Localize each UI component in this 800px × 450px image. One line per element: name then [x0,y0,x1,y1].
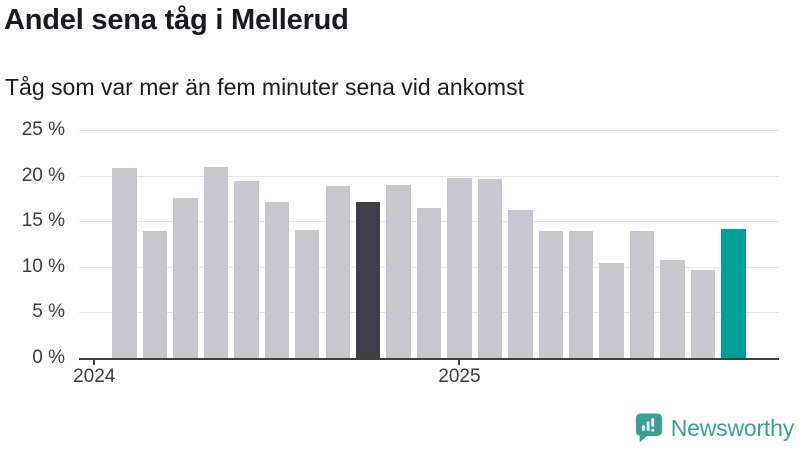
bar-slot [566,130,596,358]
bar [234,181,259,358]
bar [264,202,290,358]
bar-slot [170,130,200,358]
x-axis-line [79,357,779,360]
bar [477,179,503,358]
x-axis-tick [93,359,96,365]
bar-slot [505,130,535,358]
x-axis-tick [458,359,461,365]
bar [325,185,350,358]
y-axis-label: 15 % [21,210,65,232]
bar-slot [688,130,718,358]
bar-slot [323,130,353,358]
bar [690,269,716,358]
bar-slot [231,130,261,358]
chart-subtitle: Tåg som var mer än fem minuter sena vid … [5,74,524,100]
gridline [79,175,779,177]
y-axis-label: 10 % [21,255,65,277]
bar [386,184,411,358]
bar [295,230,320,358]
bar-slot [718,130,748,358]
x-axis-label: 2024 [73,366,116,387]
plot-area: 2024 2025 [73,130,779,387]
bar-slot [109,130,139,358]
bar-slot [627,130,657,358]
bar-slot [414,130,444,358]
bar-highlight-teal [721,228,746,358]
bar-slot [383,130,413,358]
y-axis: 25 % 20 % 15 % 10 % 5 % 0 % [0,119,65,368]
bar-slot [657,130,687,358]
bar-slot [140,130,170,358]
bar [508,210,533,358]
bar [416,207,442,358]
bars-row [79,130,779,358]
y-axis-label: 5 % [32,301,65,323]
bar [447,178,472,358]
gridline [79,130,779,131]
bar-slot [444,130,474,358]
chart-title: Andel sena tåg i Mellerud [4,4,349,36]
y-axis-label: 0 % [32,347,65,368]
bar [569,231,594,358]
bar-slot [292,130,322,358]
y-axis-label: 25 % [21,119,65,140]
bar-slot [536,130,566,358]
newsworthy-wordmark: Newsworthy [670,414,794,441]
x-axis-label: 2025 [438,366,481,387]
bar-slot [79,130,109,358]
bar [599,263,624,358]
bar-highlight-dark [355,202,381,358]
newsworthy-icon [635,413,662,443]
y-axis-label: 20 % [21,164,65,186]
bar-slot [353,130,383,358]
bar [112,168,137,358]
newsworthy-logo: Newsworthy [634,411,794,445]
bar [538,231,563,358]
bar [629,231,655,358]
bar-slot [475,130,505,358]
bar-slot [262,130,292,358]
bar-slot [596,130,626,358]
bar [203,167,229,358]
bar [142,231,168,358]
bar [660,260,685,358]
bar-slot [749,130,779,358]
bar-slot [201,130,231,358]
bar [173,197,198,358]
